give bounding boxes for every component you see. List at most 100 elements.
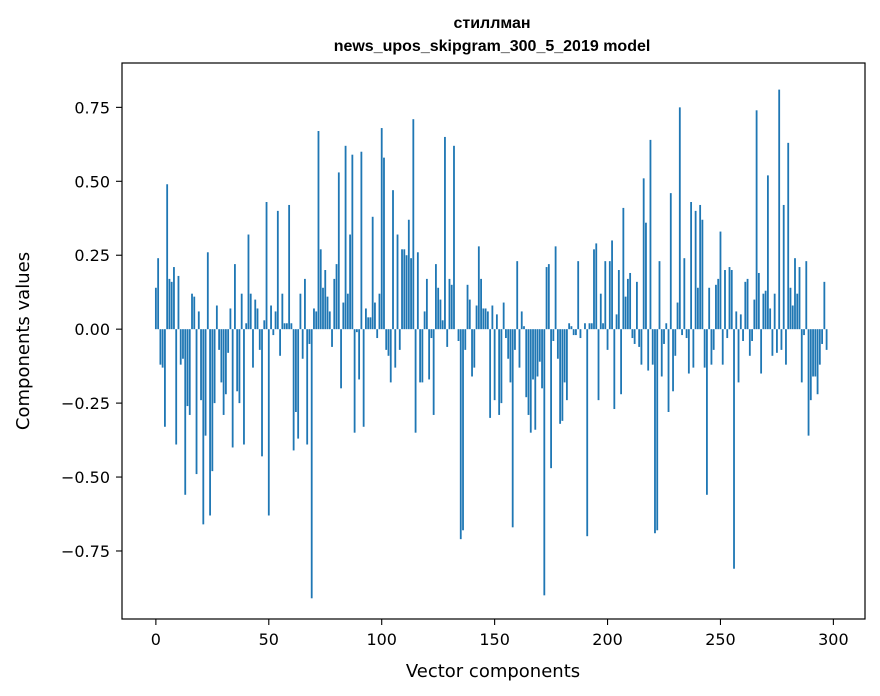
bar [687,329,690,374]
bar [556,329,559,359]
bar [590,323,593,330]
bar [351,154,354,330]
bar [450,284,453,330]
bar [480,278,482,330]
bar [374,302,376,330]
bar [202,329,205,525]
bar [195,329,198,475]
bar [403,249,406,330]
bar [376,329,379,339]
bar [769,308,772,330]
bar [344,145,347,330]
bar [505,329,507,339]
bar [367,317,370,330]
bar [188,329,191,415]
bar [473,329,476,368]
bar [491,305,494,330]
bar [617,270,620,330]
bar [818,329,821,365]
bar [315,311,318,330]
bar [771,329,774,356]
bar [453,145,455,330]
bar [559,329,562,424]
bar [245,323,248,330]
bar [550,329,552,469]
bar [213,329,216,404]
bar [620,329,622,395]
bar [575,329,577,336]
bar [708,287,711,330]
bar [324,270,327,330]
bar [432,329,435,415]
bar [398,329,401,350]
bar [462,329,464,531]
bar [211,329,214,472]
chart-subtitle: news_upos_skipgram_300_5_2019 model [334,38,651,55]
bar [642,178,645,330]
bar [297,329,300,439]
bar [261,329,263,457]
bar [383,157,385,330]
bar [766,175,769,330]
bar [328,311,331,330]
bar [608,261,611,330]
bar [423,311,426,330]
bar [197,311,200,330]
bar [362,329,365,427]
bar [816,329,819,395]
bar [215,305,218,330]
bar [511,329,514,528]
bar [166,184,169,330]
bar [283,323,286,330]
bar [317,131,320,330]
y-tick-label: 0.25 [74,246,110,265]
bar [800,329,803,383]
bar [319,249,322,330]
bar [355,329,358,333]
bar [464,329,467,350]
bar [231,329,234,448]
y-tick-label: 0.75 [74,98,110,117]
bar [640,329,643,365]
bar [543,329,546,596]
bar [746,278,749,330]
bar [805,261,808,330]
bar [798,267,801,330]
bar [258,329,261,350]
bar [419,329,422,383]
bar [667,329,670,412]
bar [498,329,501,415]
bars-group [154,89,828,599]
bar [279,329,281,356]
bar [694,210,697,330]
bar [270,305,272,330]
y-tick-label: −0.25 [61,394,110,413]
bar [331,329,333,347]
bar [358,329,361,380]
bar [184,329,187,495]
bar [773,293,776,330]
bar [735,311,738,330]
bar [690,202,693,330]
bar [380,128,383,330]
bar [276,210,279,330]
bar [177,275,180,330]
bar [209,329,211,516]
x-tick-label: 150 [479,630,510,649]
bar [175,329,178,445]
bar [288,204,291,330]
y-axis-label: Components values [13,252,34,430]
x-tick-label: 50 [259,630,279,649]
bar [776,329,778,353]
bar [396,234,399,330]
bar [622,207,625,330]
bar [256,308,259,330]
bar [599,293,602,330]
bar [685,329,688,339]
bar [624,296,627,330]
bar [514,329,516,350]
bar [385,329,388,350]
bar [525,329,528,398]
bar [696,287,699,330]
bar [484,308,487,330]
